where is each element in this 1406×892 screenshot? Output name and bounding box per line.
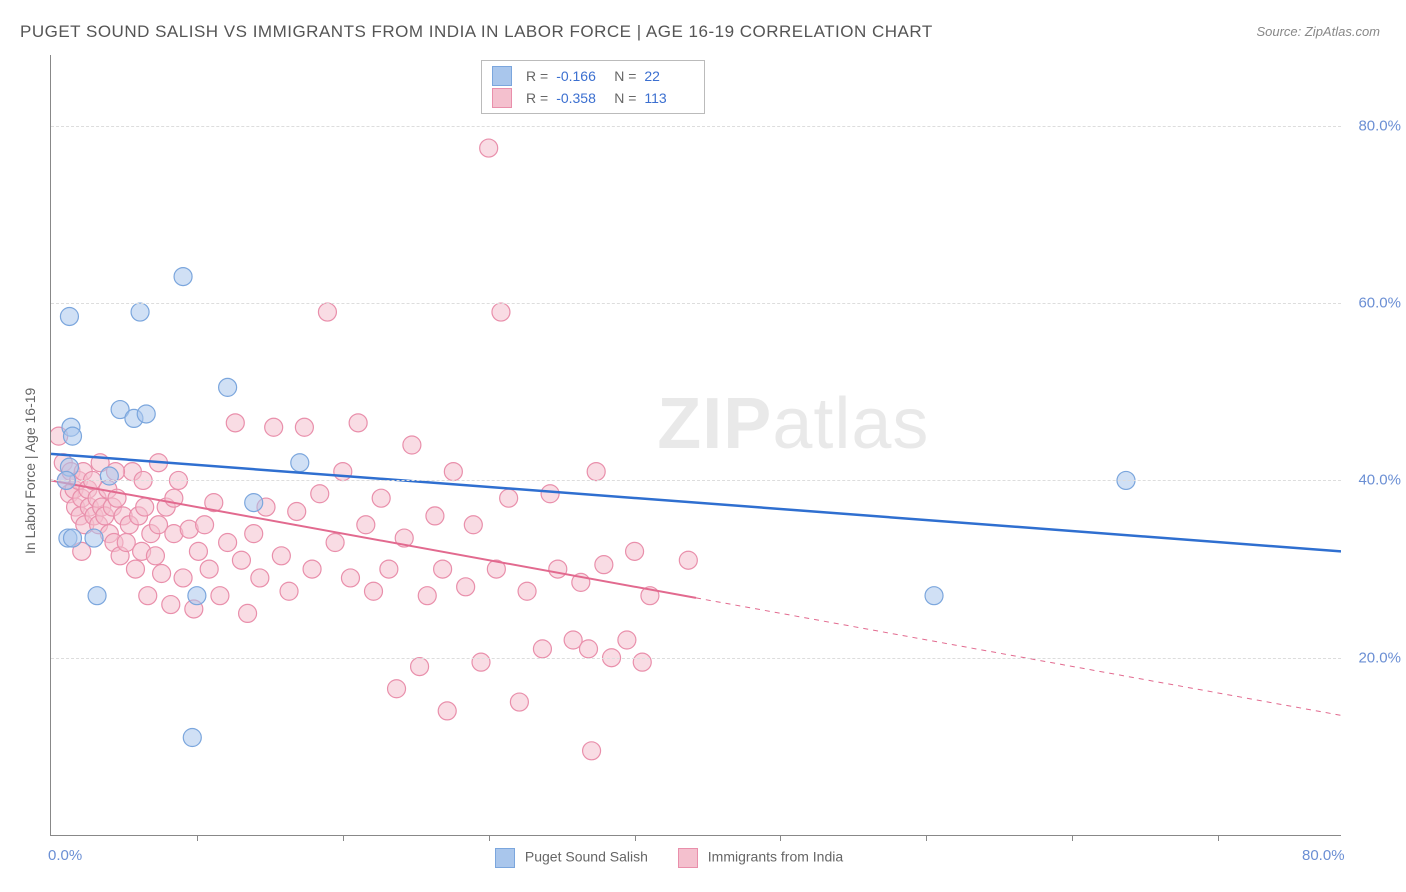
y-tick-label: 40.0% (1358, 472, 1401, 489)
gridline (51, 658, 1341, 659)
y-tick-label: 60.0% (1358, 295, 1401, 312)
x-axis-end: 80.0% (1302, 847, 1345, 864)
x-axis-start: 0.0% (48, 847, 82, 864)
legend-item-2: Immigrants from India (678, 848, 843, 868)
x-tick (489, 835, 490, 841)
x-tick (926, 835, 927, 841)
gridline (51, 480, 1341, 481)
stats-row-1: R = -0.166 N = 22 (492, 65, 694, 87)
r-value-1: -0.166 (556, 68, 606, 84)
swatch-series1 (495, 848, 515, 868)
stats-legend: R = -0.166 N = 22 R = -0.358 N = 113 (481, 60, 705, 114)
x-tick (1072, 835, 1073, 841)
x-tick (635, 835, 636, 841)
n-value-2: 113 (644, 90, 694, 106)
gridline (51, 303, 1341, 304)
n-label: N = (614, 90, 636, 106)
swatch-series2 (492, 88, 512, 108)
r-label: R = (526, 68, 548, 84)
swatch-series2 (678, 848, 698, 868)
gridline (51, 126, 1341, 127)
y-tick-label: 20.0% (1358, 649, 1401, 666)
series-legend: Puget Sound Salish Immigrants from India (495, 848, 843, 868)
legend-label-2: Immigrants from India (708, 849, 843, 865)
y-tick-label: 80.0% (1358, 117, 1401, 134)
swatch-series1 (492, 66, 512, 86)
r-value-2: -0.358 (556, 90, 606, 106)
plot-area: ZIPatlas R = -0.166 N = 22 R = -0.358 N … (50, 55, 1341, 836)
x-tick (343, 835, 344, 841)
chart-title: PUGET SOUND SALISH VS IMMIGRANTS FROM IN… (20, 22, 933, 42)
x-tick (197, 835, 198, 841)
legend-item-1: Puget Sound Salish (495, 848, 648, 868)
n-value-1: 22 (644, 68, 694, 84)
source-label: Source: ZipAtlas.com (1256, 24, 1380, 39)
stats-row-2: R = -0.358 N = 113 (492, 87, 694, 109)
x-tick (1218, 835, 1219, 841)
y-axis-label: In Labor Force | Age 16-19 (22, 388, 38, 554)
x-tick (780, 835, 781, 841)
legend-label-1: Puget Sound Salish (525, 849, 648, 865)
n-label: N = (614, 68, 636, 84)
chart-svg (51, 55, 1341, 835)
r-label: R = (526, 90, 548, 106)
